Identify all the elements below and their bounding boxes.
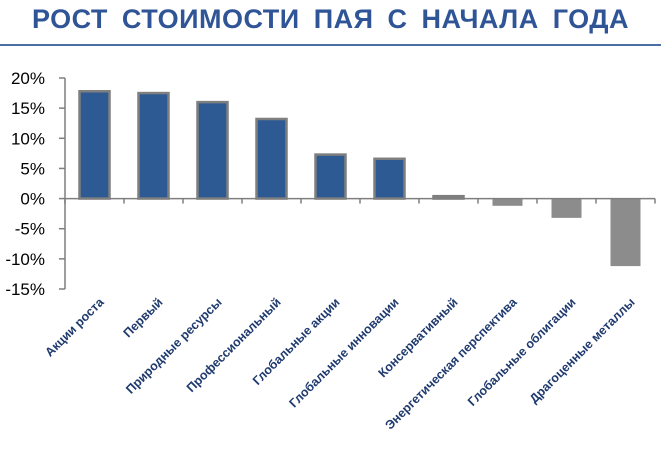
x-category-label: Драгоценные металлы (527, 295, 638, 406)
x-category-label: Природные ресурсы (123, 295, 224, 396)
bar (78, 90, 111, 200)
y-tick-label: 15% (11, 99, 45, 118)
bar (492, 198, 523, 206)
x-category-label: Акции роста (42, 294, 107, 359)
bar (255, 117, 288, 200)
y-tick-label: 5% (20, 159, 45, 178)
chart-title: РОСТ СТОИМОСТИ ПАЯ С НАЧАЛА ГОДА (31, 4, 630, 34)
y-tick-label: -15% (5, 280, 45, 299)
y-tick-label: -10% (5, 250, 45, 269)
y-tick-label: 10% (11, 129, 45, 148)
bar (196, 100, 229, 200)
title-divider (0, 44, 661, 46)
bar (551, 198, 582, 218)
x-category-label: Первый (121, 295, 166, 340)
y-tick-label: 0% (20, 190, 45, 209)
y-tick-label: 20% (11, 69, 45, 88)
x-category-label: Глобальные инновации (287, 295, 402, 410)
y-tick-label: -5% (15, 220, 45, 239)
bar (373, 157, 406, 200)
bar (137, 91, 170, 200)
x-category-label: Глобальные облигации (465, 295, 579, 409)
bar (610, 198, 641, 267)
bar (314, 153, 347, 200)
